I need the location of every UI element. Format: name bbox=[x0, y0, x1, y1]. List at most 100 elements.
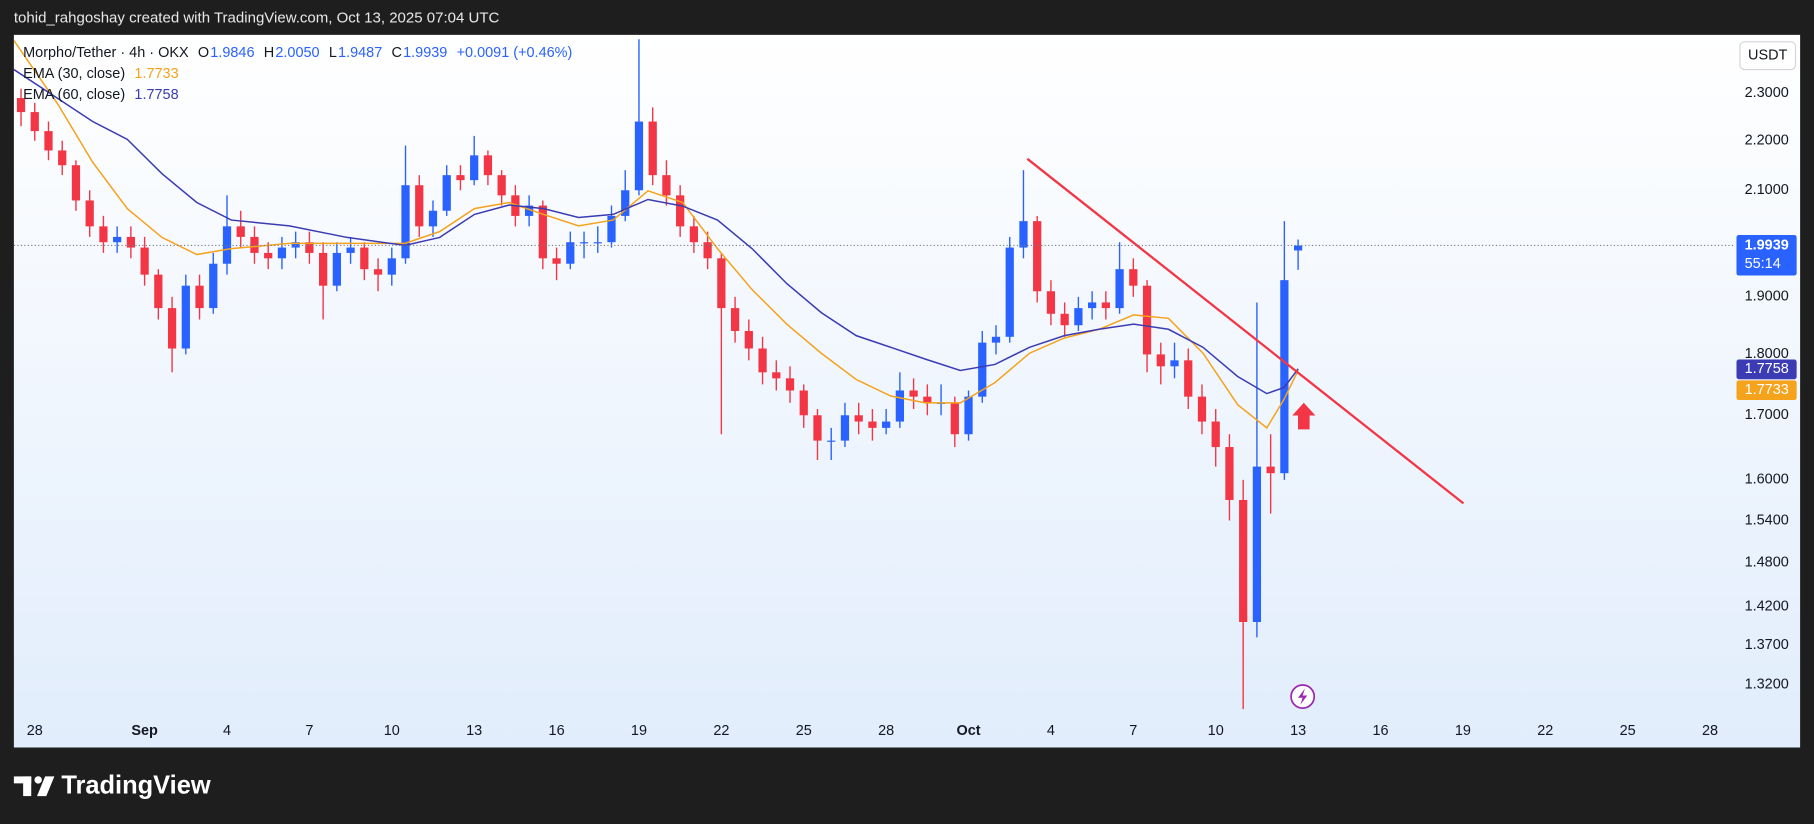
candle-body bbox=[607, 215, 616, 243]
candle-body bbox=[1074, 308, 1083, 326]
candle-body bbox=[785, 378, 795, 391]
countdown-label: 55:14 bbox=[1745, 256, 1781, 272]
candle-body bbox=[799, 390, 808, 416]
y-tick-label: 2.1000 bbox=[1745, 182, 1789, 198]
candle-body bbox=[1252, 466, 1262, 623]
ema-line bbox=[13, 68, 1299, 395]
candle-body bbox=[332, 252, 341, 286]
candle-body bbox=[346, 247, 355, 253]
candle-body bbox=[1184, 360, 1193, 397]
ema-line bbox=[13, 40, 1299, 429]
candle-body bbox=[1046, 291, 1056, 314]
brand-name: TradingView bbox=[61, 772, 211, 800]
x-tick-label: 22 bbox=[713, 723, 729, 739]
candle-body bbox=[99, 226, 108, 243]
candle-body bbox=[85, 200, 94, 227]
candle-body bbox=[758, 348, 767, 373]
candle-body bbox=[1033, 221, 1042, 292]
x-tick-label: 19 bbox=[631, 723, 647, 739]
candle-body bbox=[868, 421, 877, 428]
currency[interactable]: USDT bbox=[1748, 47, 1788, 63]
y-tick-label: 1.3200 bbox=[1745, 676, 1789, 692]
candle-body bbox=[154, 274, 163, 309]
candle-body bbox=[1225, 447, 1234, 500]
trendline bbox=[1026, 157, 1465, 505]
ohlc-label: C bbox=[392, 45, 402, 61]
candle-body bbox=[964, 396, 973, 435]
candle-body bbox=[1142, 285, 1152, 355]
y-tick-label: 1.9000 bbox=[1745, 289, 1789, 305]
ohlc-label: O bbox=[198, 45, 209, 61]
candle-body bbox=[1101, 302, 1110, 309]
y-tick-label: 1.7000 bbox=[1745, 407, 1789, 423]
candle-body bbox=[140, 247, 149, 275]
candle-body bbox=[277, 247, 287, 259]
candle-body bbox=[1019, 221, 1028, 248]
candle-body bbox=[827, 440, 836, 442]
event-icon-bolt bbox=[1298, 688, 1308, 705]
candle-body bbox=[113, 236, 122, 243]
candle-body bbox=[717, 258, 726, 309]
candle-body bbox=[923, 396, 932, 403]
candle-body bbox=[703, 242, 712, 259]
change: +0.0091 (+0.46%) bbox=[457, 45, 573, 61]
candle-body bbox=[1280, 280, 1289, 474]
candle-body bbox=[634, 121, 644, 191]
candle-body bbox=[236, 226, 245, 237]
symbol: Morpho/Tether · 4h · OKX bbox=[23, 45, 189, 61]
candle-body bbox=[497, 175, 506, 196]
last-price-box bbox=[1736, 235, 1797, 276]
candle-body bbox=[1115, 269, 1124, 309]
candle-body bbox=[16, 98, 26, 113]
candle-body bbox=[895, 390, 904, 422]
x-tick-label: 10 bbox=[1208, 723, 1224, 739]
candle-body bbox=[209, 263, 218, 309]
candle-body bbox=[167, 308, 177, 349]
chart-area bbox=[13, 34, 1801, 748]
candle-body bbox=[772, 372, 781, 379]
x-tick-label: 22 bbox=[1537, 723, 1553, 739]
candle-body bbox=[689, 226, 699, 243]
ohlc-value: 1.9487 bbox=[338, 45, 382, 61]
candle-body bbox=[552, 258, 561, 264]
candle-body bbox=[840, 415, 850, 441]
ema-value-label: 1.7733 bbox=[1745, 382, 1789, 398]
logo-part bbox=[34, 776, 42, 784]
candle-body bbox=[662, 175, 671, 196]
x-tick-label: 25 bbox=[796, 723, 812, 739]
x-tick-label: Oct bbox=[956, 723, 980, 739]
x-tick-label: 7 bbox=[1129, 723, 1137, 739]
candle-body bbox=[401, 185, 410, 259]
x-tick-label: 16 bbox=[1372, 723, 1388, 739]
candle-body bbox=[991, 336, 1001, 343]
candle-body bbox=[1088, 302, 1097, 309]
candle-body bbox=[730, 308, 740, 332]
last-price-label: 1.9939 bbox=[1745, 237, 1789, 253]
candle-body bbox=[566, 242, 575, 264]
currency-box[interactable] bbox=[1739, 41, 1797, 71]
candle-body bbox=[71, 165, 81, 201]
logo-part bbox=[13, 776, 32, 784]
candle-body bbox=[1197, 396, 1207, 422]
candle-body bbox=[264, 252, 273, 259]
ohlc-value: 2.0050 bbox=[275, 45, 319, 61]
x-tick-label: 13 bbox=[1290, 723, 1306, 739]
x-tick-label: 10 bbox=[384, 723, 400, 739]
y-tick-label: 1.3700 bbox=[1745, 637, 1789, 653]
candle-body bbox=[854, 415, 863, 422]
ema-value-box bbox=[1736, 380, 1797, 401]
candle-body bbox=[126, 236, 135, 248]
candle-body bbox=[524, 205, 534, 216]
y-tick-label: 1.4800 bbox=[1745, 555, 1789, 571]
y-tick-label: 2.2000 bbox=[1745, 133, 1789, 149]
logo-part bbox=[37, 776, 55, 797]
candle-body bbox=[415, 185, 424, 227]
candle-body bbox=[1156, 354, 1165, 367]
x-tick-label: 4 bbox=[1047, 723, 1055, 739]
ohlc-label: L bbox=[329, 45, 337, 61]
candle-body bbox=[470, 155, 479, 181]
candle-body bbox=[1170, 360, 1179, 367]
candle-body bbox=[456, 175, 465, 181]
